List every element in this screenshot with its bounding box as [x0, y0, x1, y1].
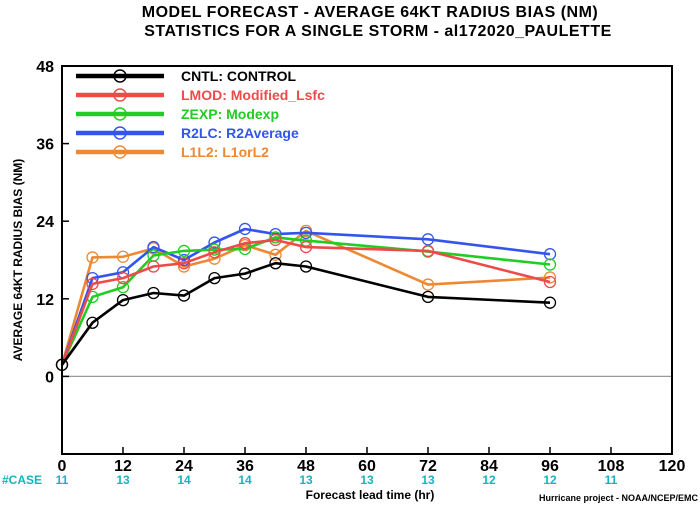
case-count: 13: [299, 473, 313, 487]
ticks-layer: 0 12 24 36 48 60 72 84 96 108 120 0 12 24 36 48: [36, 59, 685, 475]
x-tick-label: 108: [598, 458, 625, 475]
data-point: [177, 289, 191, 302]
series-line: [55, 257, 557, 371]
data-point: [543, 258, 557, 271]
legend-item: CNTL: CONTROL: [76, 68, 297, 84]
data-point: [543, 271, 557, 284]
data-point: [238, 237, 252, 250]
y-axis-label: AVERAGE 64KT RADIUS BIAS (NM): [11, 159, 25, 361]
case-count: 12: [482, 473, 496, 487]
legend-label: LMOD: Modified_Lsfc: [181, 87, 325, 103]
legend-label: R2LC: R2Average: [181, 125, 299, 141]
x-axis-label: Forecast lead time (hr): [306, 488, 435, 502]
data-point: [543, 248, 557, 261]
series-path: [60, 236, 551, 366]
y-tick-label: 24: [36, 214, 54, 231]
data-point: [147, 260, 160, 273]
data-point: [86, 277, 99, 291]
case-count: 13: [421, 473, 435, 487]
case-count: 12: [543, 473, 557, 487]
data-point: [238, 267, 252, 280]
y-tick-label: 48: [36, 59, 54, 76]
data-point: [86, 251, 99, 264]
y-tick-label: 36: [36, 137, 54, 154]
legend-marker: [113, 107, 127, 121]
legend-label: CNTL: CONTROL: [181, 68, 297, 84]
chart-title: MODEL FORECAST - AVERAGE 64KT RADIUS BIA…: [142, 4, 599, 21]
legend-label: L1L2: L1orL2: [181, 144, 269, 160]
data-point: [543, 296, 557, 309]
series-layer: [55, 222, 557, 371]
data-point: [208, 246, 221, 259]
case-counts: 11 13 14 14 13 13 13 12 12 11: [56, 473, 618, 487]
x-tick-label: 36: [236, 458, 254, 475]
case-count: 14: [177, 473, 191, 487]
data-point: [116, 293, 130, 307]
data-point: [421, 244, 435, 258]
data-point: [116, 250, 130, 263]
data-point: [269, 248, 282, 261]
legend-marker: [113, 126, 127, 140]
legend-item: ZEXP: Modexp: [76, 106, 279, 122]
x-tick-label: 84: [480, 458, 498, 475]
data-point: [238, 222, 252, 236]
data-point: [208, 236, 221, 249]
x-tick-label: 0: [58, 458, 67, 475]
legend: CNTL: CONTROL LMOD: Modified_Lsfc ZEXP: Mo…: [69, 68, 359, 164]
legend-marker: [113, 88, 127, 102]
data-point: [421, 278, 435, 291]
x-tick-label: 24: [175, 458, 193, 475]
x-tick-label: 96: [541, 458, 559, 475]
legend-item: L1L2: L1orL2: [76, 144, 269, 160]
data-point: [269, 233, 282, 247]
y-tick-label: 0: [45, 369, 54, 386]
case-count: 13: [116, 473, 130, 487]
case-count: 13: [360, 473, 374, 487]
data-point: [299, 260, 313, 273]
data-point: [116, 281, 130, 294]
x-tick-label: 48: [297, 458, 315, 475]
x-tick-label: 60: [358, 458, 376, 475]
data-point: [177, 244, 191, 258]
series-path: [60, 261, 551, 366]
data-point: [543, 275, 557, 289]
y-tick-label: 12: [36, 292, 54, 309]
legend-label: ZEXP: Modexp: [181, 106, 279, 122]
x-tick-label: 12: [114, 458, 132, 475]
legend-marker: [113, 145, 127, 159]
x-tick-label: 72: [419, 458, 437, 475]
case-label: #CASE: [2, 473, 42, 487]
series-line: [55, 222, 557, 371]
case-count: 14: [238, 473, 252, 487]
case-count: 11: [605, 473, 618, 487]
credit-text: Hurricane project - NOAA/NCEP/EMC: [539, 493, 699, 503]
data-point: [177, 257, 191, 270]
series-path: [60, 238, 551, 366]
x-tick-label: 120: [659, 458, 686, 475]
data-point: [147, 240, 160, 254]
data-point: [299, 226, 313, 239]
data-point: [208, 271, 221, 285]
legend-item: R2LC: R2Average: [76, 125, 299, 141]
series-path: [60, 227, 551, 366]
legend-marker: [113, 69, 127, 83]
data-point: [116, 271, 130, 285]
data-point: [269, 257, 282, 270]
case-count: 11: [56, 473, 69, 487]
data-point: [86, 316, 99, 329]
data-point: [147, 286, 160, 300]
legend-item: LMOD: Modified_Lsfc: [76, 87, 325, 103]
data-point: [299, 240, 313, 254]
chart-subtitle: STATISTICS FOR A SINGLE STORM - al172020…: [144, 23, 612, 40]
data-point: [421, 290, 435, 304]
